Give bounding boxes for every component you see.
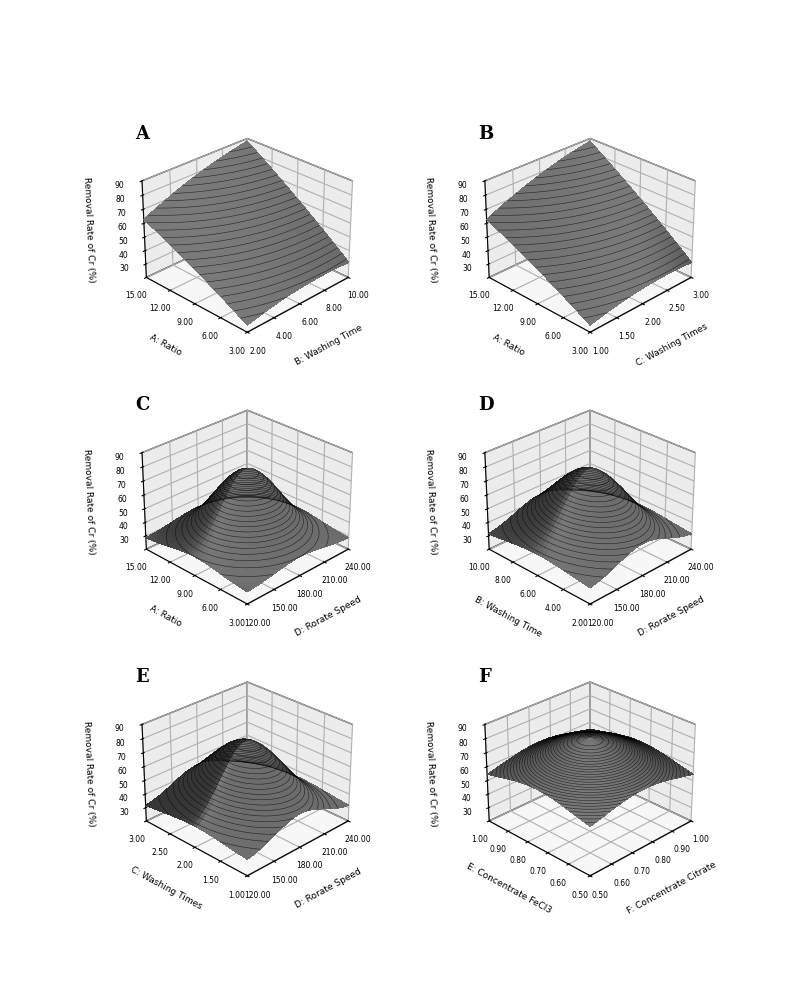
X-axis label: D: Rorate Speed: D: Rorate Speed <box>637 595 706 638</box>
Text: F: F <box>478 668 491 686</box>
X-axis label: F: Concentrate Citrate: F: Concentrate Citrate <box>625 860 718 916</box>
Y-axis label: A: Ratio: A: Ratio <box>148 332 183 357</box>
Text: B: B <box>478 125 494 143</box>
Text: D: D <box>478 396 494 414</box>
Text: E: E <box>135 668 149 686</box>
Y-axis label: C: Washing Times: C: Washing Times <box>129 865 203 911</box>
X-axis label: C: Washing Times: C: Washing Times <box>634 322 709 368</box>
Text: A: A <box>135 125 149 143</box>
Y-axis label: B: Washing Time: B: Washing Time <box>474 595 544 638</box>
Text: C: C <box>135 396 150 414</box>
Y-axis label: A: Ratio: A: Ratio <box>148 604 183 629</box>
X-axis label: B: Washing Time: B: Washing Time <box>294 323 364 367</box>
X-axis label: D: Rorate Speed: D: Rorate Speed <box>294 867 363 910</box>
Y-axis label: E: Concentrate FeCl3: E: Concentrate FeCl3 <box>465 862 552 915</box>
Y-axis label: A: Ratio: A: Ratio <box>491 332 526 357</box>
X-axis label: D: Rorate Speed: D: Rorate Speed <box>294 595 363 638</box>
